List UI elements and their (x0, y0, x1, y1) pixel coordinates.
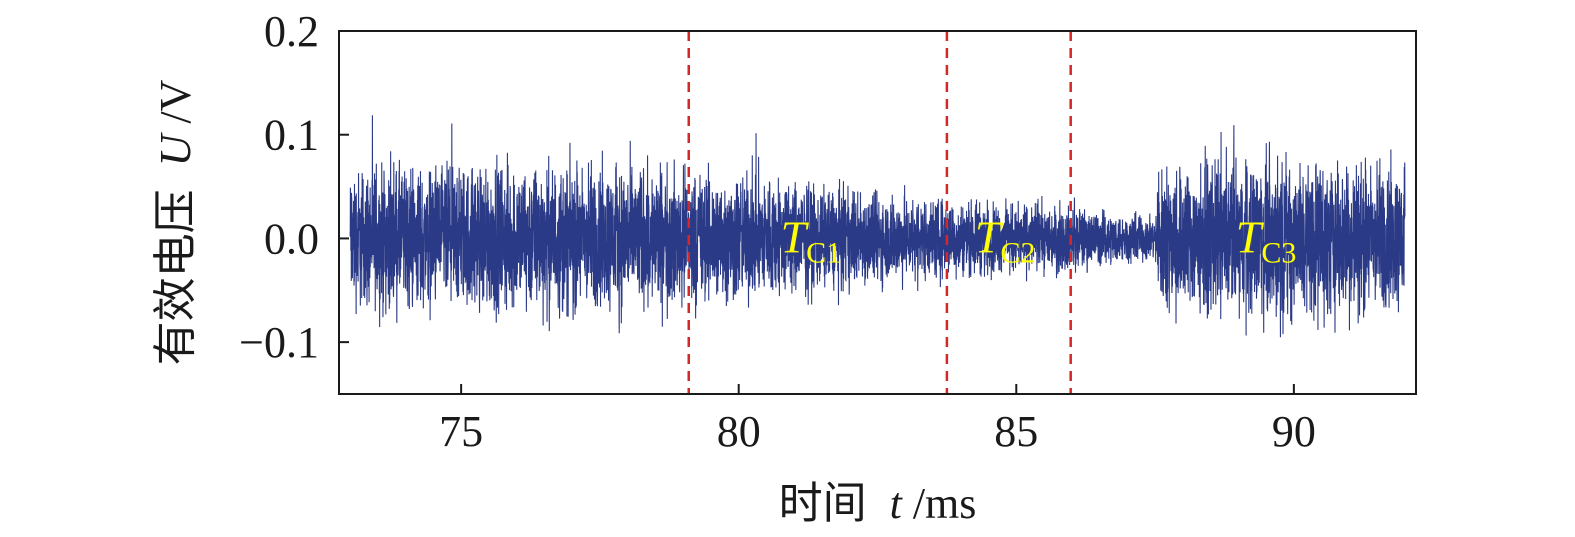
region-dividers (687, 31, 1072, 394)
region-labels: TC1 TC2 TC3 (781, 211, 1297, 269)
region-label-c1: TC1 (781, 211, 842, 269)
x-tick-label: 75 (439, 407, 483, 456)
axes: 75 80 85 90 −0.1 0.0 0.1 0.2 (239, 7, 1316, 456)
region-label-c3: TC3 (1236, 211, 1297, 269)
x-tick-label: 90 (1272, 407, 1316, 456)
signal-series (349, 115, 1406, 338)
y-tick-label: 0.2 (264, 7, 319, 56)
y-axis-title: 有效电压 U /V (151, 79, 200, 365)
x-tick-label: 80 (717, 407, 761, 456)
y-tick-label: 0.0 (264, 214, 319, 263)
signal-line (349, 115, 1406, 338)
x-tick-label: 85 (994, 407, 1038, 456)
plot-frame (338, 30, 1417, 395)
y-tick-label: −0.1 (239, 318, 319, 367)
region-label-c2: TC2 (975, 211, 1036, 269)
x-axis-title: 时间 t /ms (779, 479, 977, 528)
y-tick-label: 0.1 (264, 111, 319, 160)
